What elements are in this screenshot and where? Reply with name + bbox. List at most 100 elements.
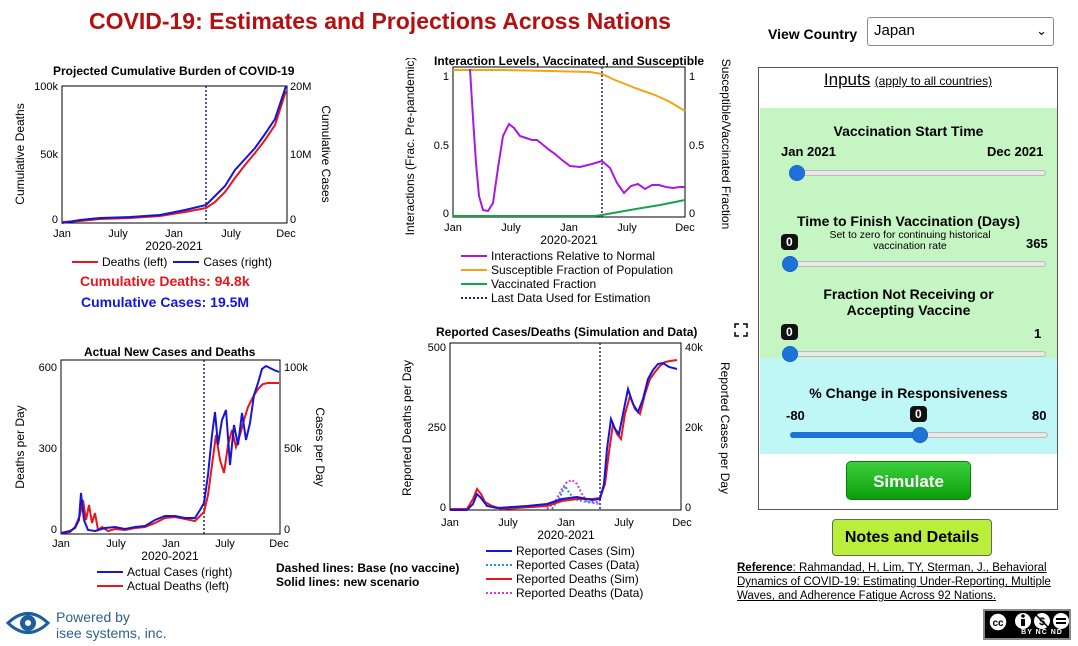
- fraction-not-title: Fraction Not Receiving or Accepting Vacc…: [823, 286, 994, 318]
- interaction-xtick-0: Jan: [444, 222, 462, 234]
- legend-reported-cases-sim-swatch: [486, 550, 512, 552]
- legend-reported-deaths-data-swatch: [486, 592, 512, 594]
- reported-ytick-left-2: 0: [440, 502, 446, 514]
- interaction-ytick-left-0: 1: [443, 71, 449, 83]
- legend-actual-cases-swatch: [97, 571, 123, 573]
- dashed-note: Dashed lines: Base (no vaccine): [276, 561, 460, 575]
- reported-chart-title: Reported Cases/Deaths (Simulation and Da…: [436, 325, 698, 339]
- new-cases-xtick-0: Jan: [52, 538, 70, 550]
- time-to-finish-title: Time to Finish Vaccination (Days): [796, 213, 1020, 229]
- legend-reported-cases-data-label: Reported Cases (Data): [516, 558, 640, 572]
- vaccination-start-thumb[interactable]: [789, 165, 805, 181]
- simulate-button[interactable]: Simulate: [846, 461, 971, 500]
- cc-license-badge[interactable]: cc $ BY NC ND: [983, 609, 1071, 640]
- new-cases-xtick-1: July: [106, 538, 126, 550]
- country-select[interactable]: Japan ⌄: [867, 17, 1054, 46]
- fraction-not-max: 1: [1034, 326, 1042, 341]
- reported-xtick-1: July: [498, 517, 518, 529]
- new-cases-xtick-3: July: [215, 538, 235, 550]
- view-country-label: View Country: [768, 26, 858, 42]
- new-cases-ytick-right-1: 50k: [284, 443, 302, 455]
- reported-ylabel-right: Reported Cases per Day: [718, 362, 732, 494]
- burden-deaths-line: [61, 90, 287, 223]
- actual-deaths-line: [60, 382, 279, 534]
- powered-line2: isee systems, inc.: [56, 625, 167, 641]
- cc-icons: cc $: [988, 612, 1069, 631]
- burden-xtick-2: Jan: [165, 228, 183, 240]
- burden-cases-line: [61, 85, 287, 224]
- responsiveness-title: % Change in Responsiveness: [809, 385, 1008, 401]
- new-cases-ytick-right-0: 100k: [284, 362, 308, 374]
- burden-chart-title: Projected Cumulative Burden of COVID-19: [53, 64, 295, 78]
- new-cases-ytick-right-2: 0: [284, 524, 290, 536]
- fraction-not-track[interactable]: [784, 351, 1046, 357]
- notes-and-details-button[interactable]: Notes and Details: [832, 519, 992, 556]
- new-cases-xtick-4: Dec: [269, 538, 289, 550]
- interaction-ytick-left-1: 0.5: [434, 140, 449, 152]
- legend-reported-deaths-sim: Reported Deaths (Sim): [486, 572, 639, 586]
- legend-last-data-label: Last Data Used for Estimation: [491, 291, 651, 305]
- legend-last-data-swatch: [461, 297, 487, 299]
- legend-reported-cases-sim: Reported Cases (Sim): [486, 544, 635, 558]
- responsiveness-thumb[interactable]: [912, 427, 928, 443]
- vaccination-inputs-region: [760, 108, 1057, 358]
- inputs-title: Inputs: [823, 70, 871, 89]
- interaction-xtick-4: Dec: [675, 222, 695, 234]
- legend-reported-deaths-data-label: Reported Deaths (Data): [516, 586, 644, 600]
- legend-vaccinated: Vaccinated Fraction: [461, 277, 596, 291]
- page-title: COVID-19: Estimates and Projections Acro…: [89, 8, 671, 34]
- burden-xlabel: 2020-2021: [145, 239, 203, 253]
- legend-deaths-swatch: [72, 261, 98, 263]
- time-to-finish-thumb[interactable]: [782, 256, 798, 272]
- legend-interactions-swatch: [461, 255, 487, 257]
- interaction-xlabel: 2020-2021: [540, 233, 598, 247]
- interaction-ytick-left-2: 0: [443, 208, 449, 220]
- inputs-panel: Inputs (apply to all countries) Vaccinat…: [758, 67, 1058, 510]
- time-to-finish-slider-group: Time to Finish Vaccination (Days) Set to…: [760, 198, 1057, 278]
- reported-cases-sim-line: [450, 361, 678, 511]
- cumulative-cases-value: Cumulative Cases: 19.5M: [81, 294, 250, 310]
- new-cases-chart-title: Actual New Cases and Deaths: [84, 345, 256, 359]
- legend-susceptible: Susceptible Fraction of Population: [461, 263, 673, 277]
- reported-ytick-right-2: 0: [685, 502, 691, 514]
- fraction-not-thumb[interactable]: [782, 346, 798, 362]
- legend-reported-deaths-sim-label: Reported Deaths (Sim): [516, 572, 639, 586]
- burden-legend: Deaths (left) Cases (right): [72, 255, 272, 269]
- legend-reported-cases-sim-label: Reported Cases (Sim): [516, 544, 635, 558]
- inputs-subtitle: (apply to all countries): [874, 74, 993, 88]
- time-to-finish-value: 0: [781, 234, 798, 250]
- burden-xtick-1: July: [108, 228, 128, 240]
- legend-susceptible-swatch: [461, 269, 487, 271]
- burden-xtick-3: July: [221, 228, 241, 240]
- new-cases-ytick-left-0: 600: [39, 362, 57, 374]
- legend-interactions-label: Interactions Relative to Normal: [491, 249, 656, 263]
- reported-xtick-2: Jan: [557, 517, 575, 529]
- vaccination-start-track[interactable]: [790, 170, 1046, 176]
- new-cases-ytick-left-1: 300: [39, 443, 57, 455]
- vaccination-start-max: Dec 2021: [987, 144, 1044, 159]
- interaction-chart-title: Interaction Levels, Vaccinated, and Susc…: [434, 54, 705, 68]
- burden-ytick-right-1: 10M: [290, 149, 311, 161]
- legend-vaccinated-label: Vaccinated Fraction: [491, 277, 597, 291]
- legend-actual-cases-label: Actual Cases (right): [127, 565, 233, 579]
- time-to-finish-subtitle: Set to zero for continuing historical va…: [829, 229, 991, 252]
- expand-icon[interactable]: [734, 323, 748, 337]
- powered-by[interactable]: Powered by isee systems, inc.: [56, 609, 166, 641]
- actual-cases-line: [60, 364, 280, 534]
- reported-xtick-3: July: [614, 517, 634, 529]
- burden-ytick-left-0: 100k: [34, 81, 58, 93]
- reported-ytick-right-0: 40k: [685, 342, 703, 354]
- reference-citation[interactable]: Reference: Rahmandad, H, Lim, TY, Sterma…: [737, 561, 1072, 603]
- isee-eye-icon[interactable]: [6, 606, 50, 640]
- legend-cases-swatch: [173, 261, 200, 263]
- reported-ytick-left-0: 500: [428, 342, 446, 354]
- legend-last-data: Last Data Used for Estimation: [461, 291, 650, 305]
- interaction-xtick-3: July: [617, 222, 637, 234]
- responsiveness-max: 80: [1032, 408, 1047, 423]
- solid-note: Solid lines: new scenario: [276, 575, 420, 589]
- legend-reported-cases-data-swatch: [486, 564, 512, 566]
- interaction-xtick-1: July: [501, 222, 521, 234]
- vaccination-start-min: Jan 2021: [781, 144, 836, 159]
- time-to-finish-track[interactable]: [784, 261, 1046, 267]
- burden-ylabel-left: Cumulative Deaths: [13, 103, 27, 204]
